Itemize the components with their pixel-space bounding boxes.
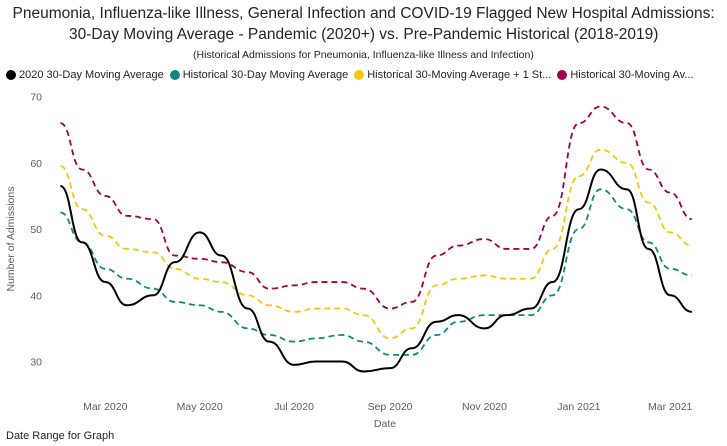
chart-title: Pneumonia, Influenza-like Illness, Gener… xyxy=(12,5,715,22)
y-axis-label: Number of Admissions xyxy=(5,186,17,291)
date-range-label[interactable]: Date Range for Graph xyxy=(6,430,115,442)
legend: 2020 30-Day Moving Average Historical 30-… xyxy=(6,68,693,82)
legend-label: Historical 30-Moving Av... xyxy=(570,69,694,81)
x-tick-label: Mar 2020 xyxy=(83,401,128,413)
legend-label: 2020 30-Day Moving Average xyxy=(19,69,164,81)
legend-item[interactable]: Historical 30-Moving Average + 1 St... xyxy=(354,68,551,82)
series-line-0 xyxy=(59,168,693,373)
legend-marker-icon xyxy=(354,70,365,80)
series-line-3 xyxy=(60,105,693,310)
legend-marker-icon xyxy=(6,70,16,80)
y-tick-label: 40 xyxy=(30,290,42,302)
y-tick-label: 30 xyxy=(30,357,42,369)
legend-marker-icon xyxy=(169,70,180,80)
legend-item[interactable]: Historical 30-Day Moving Average xyxy=(169,68,349,82)
legend-marker-icon xyxy=(557,70,568,80)
chart-title-line2: 30-Day Moving Average - Pandemic (2020+)… xyxy=(69,26,659,43)
x-tick-label: Jan 2021 xyxy=(557,401,600,413)
legend-item[interactable]: Historical 30-Moving Av... xyxy=(557,68,693,82)
chart-subtitle: (Historical Admissions for Pneumonia, In… xyxy=(193,49,534,61)
x-tick-label: May 2020 xyxy=(177,401,223,413)
y-tick-label: 50 xyxy=(30,224,42,236)
y-tick-label: 60 xyxy=(30,158,42,170)
y-tick-label: 70 xyxy=(30,92,42,104)
legend-label: Historical 30-Day Moving Average xyxy=(182,69,349,81)
series-line-2 xyxy=(60,148,692,340)
x-tick-label: Nov 2020 xyxy=(462,401,507,413)
legend-label: Historical 30-Moving Average + 1 St... xyxy=(367,69,552,81)
x-tick-label: Sep 2020 xyxy=(368,401,413,413)
x-tick-label: Jul 2020 xyxy=(274,401,314,413)
series-line-1 xyxy=(60,188,692,356)
x-axis-label: Date xyxy=(374,418,396,430)
legend-item[interactable]: 2020 30-Day Moving Average xyxy=(6,68,164,82)
x-tick-label: Mar 2021 xyxy=(648,401,693,413)
